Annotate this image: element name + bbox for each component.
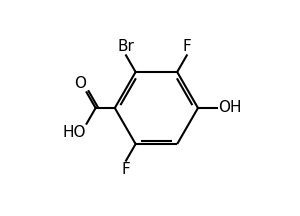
Text: F: F — [122, 162, 130, 177]
Text: F: F — [182, 39, 191, 54]
Text: HO: HO — [62, 125, 85, 140]
Text: O: O — [74, 76, 86, 91]
Text: Br: Br — [118, 39, 134, 54]
Text: OH: OH — [218, 100, 242, 116]
